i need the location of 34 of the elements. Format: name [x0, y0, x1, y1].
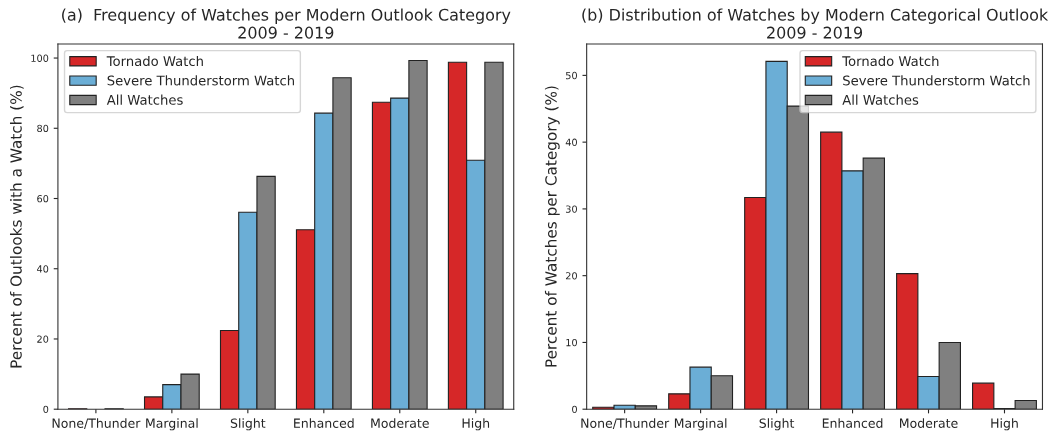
x-tick-label: None/Thunder [52, 418, 141, 429]
x-tick-label: Marginal [146, 418, 198, 431]
legend-label: All Watches [842, 94, 919, 105]
x-tick-label: Moderate [900, 418, 958, 428]
y-tick-label: 0 [572, 405, 577, 414]
x-tick-label: Marginal [674, 418, 727, 431]
y-tick-label: 20 [565, 272, 577, 280]
x-tick-label: Enhanced [822, 418, 883, 428]
chart-title: (b) Distribution of Watches by Modern Categorical Outlook 2009 - 2019 [582, 8, 1049, 39]
legend-label: Tornado Watch [842, 55, 939, 67]
y-axis-title: Percent of Watches per Category (%) [544, 86, 560, 367]
x-tick-label: High [462, 418, 490, 431]
y-axis-title: Percent of Outlooks with a Watch (%) [9, 85, 24, 368]
y-tick-label: 80 [37, 124, 49, 133]
y-tick-label: 0 [43, 405, 49, 414]
x-tick-label: Moderate [371, 418, 429, 428]
legend-label: Severe Thunderstorm Watch [843, 75, 1030, 86]
y-tick-label: 40 [565, 138, 577, 146]
legend-label: All Watches [106, 94, 183, 105]
y-tick-label: 30 [566, 205, 577, 213]
y-tick-label: 10 [566, 338, 577, 347]
legend-label: Tornado Watch [106, 55, 203, 67]
y-tick-label: 40 [36, 265, 49, 273]
y-tick-label: 20 [37, 335, 49, 343]
x-tick-label: None/Thunder [581, 418, 670, 429]
legend-label: Severe Thunderstorm Watch [107, 75, 294, 86]
y-tick-label: 60 [37, 194, 49, 203]
chart-title: (a) Frequency of Watches per Modern Outlook Category 2009 - 2019 [62, 8, 511, 39]
y-tick-label: 100 [31, 54, 49, 62]
x-tick-label: Slight [230, 418, 266, 431]
x-tick-label: Slight [759, 418, 795, 431]
y-tick-label: 50 [566, 71, 577, 80]
x-tick-label: High [991, 418, 1018, 431]
x-tick-label: Enhanced [294, 418, 354, 428]
